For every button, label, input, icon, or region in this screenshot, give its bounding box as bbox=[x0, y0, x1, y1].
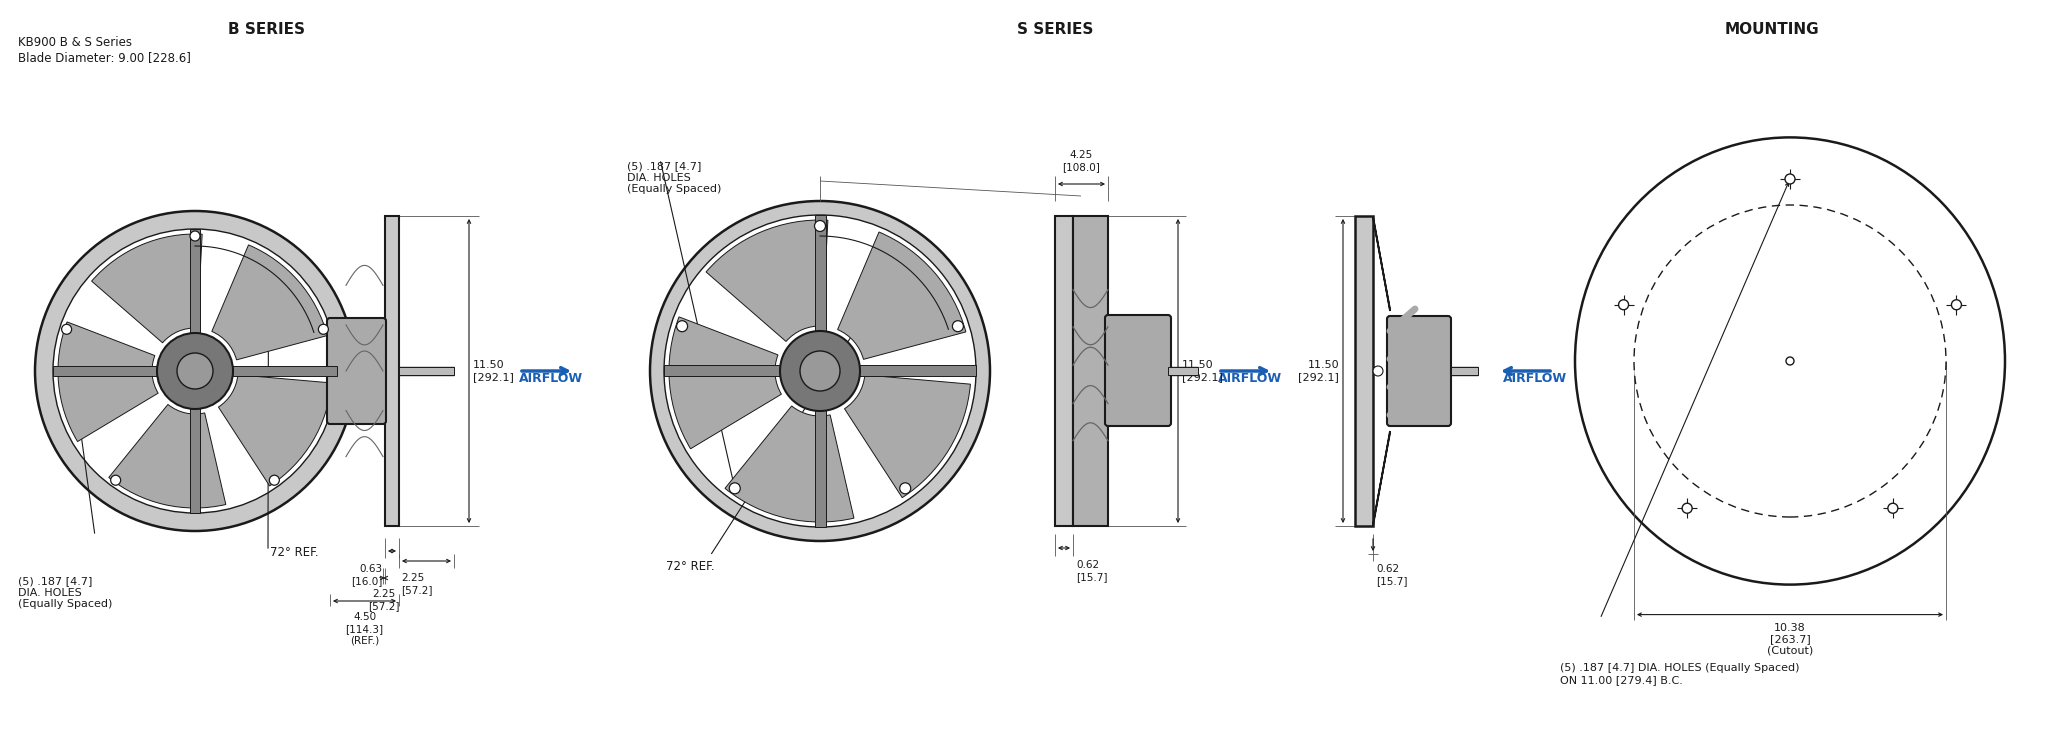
Text: 0.63
[16.0]: 0.63 [16.0] bbox=[352, 564, 383, 586]
Wedge shape bbox=[707, 220, 827, 341]
Text: 10.38
[263.7]
(Cutout): 10.38 [263.7] (Cutout) bbox=[1767, 623, 1812, 656]
Text: 2.25
[57.2]: 2.25 [57.2] bbox=[369, 589, 399, 610]
Bar bbox=[53, 366, 338, 376]
Text: MOUNTING: MOUNTING bbox=[1724, 22, 1819, 37]
Circle shape bbox=[158, 333, 233, 409]
Circle shape bbox=[780, 331, 860, 411]
Text: 11.50
[292.1]: 11.50 [292.1] bbox=[473, 360, 514, 382]
Wedge shape bbox=[670, 317, 782, 449]
Wedge shape bbox=[838, 232, 967, 360]
Circle shape bbox=[1952, 300, 1962, 310]
Polygon shape bbox=[1372, 431, 1391, 526]
Ellipse shape bbox=[53, 229, 338, 513]
Wedge shape bbox=[109, 404, 225, 508]
Ellipse shape bbox=[1575, 137, 2005, 585]
Bar bbox=[664, 365, 977, 376]
Bar bbox=[1356, 216, 1372, 526]
Text: AIRFLOW: AIRFLOW bbox=[1503, 372, 1567, 385]
Text: S SERIES: S SERIES bbox=[1016, 22, 1094, 37]
Circle shape bbox=[676, 321, 688, 332]
Circle shape bbox=[190, 231, 201, 241]
Text: 4.25
[108.0]: 4.25 [108.0] bbox=[1063, 151, 1100, 172]
Circle shape bbox=[729, 482, 739, 494]
Circle shape bbox=[1372, 366, 1382, 376]
Circle shape bbox=[801, 351, 840, 391]
Circle shape bbox=[1786, 174, 1794, 184]
Circle shape bbox=[317, 325, 328, 334]
Wedge shape bbox=[725, 406, 854, 522]
Bar bbox=[1450, 367, 1479, 375]
FancyBboxPatch shape bbox=[328, 318, 385, 424]
Bar bbox=[385, 216, 399, 526]
Bar bbox=[1073, 216, 1108, 526]
FancyBboxPatch shape bbox=[1386, 316, 1450, 426]
Bar bbox=[815, 215, 825, 527]
Text: 11.50
[292.1]: 11.50 [292.1] bbox=[1298, 360, 1339, 382]
Circle shape bbox=[899, 482, 911, 494]
Circle shape bbox=[1618, 300, 1628, 310]
Text: 0.62
[15.7]: 0.62 [15.7] bbox=[1075, 560, 1108, 582]
Wedge shape bbox=[92, 234, 203, 343]
Text: AIRFLOW: AIRFLOW bbox=[1219, 372, 1282, 385]
Circle shape bbox=[649, 201, 989, 541]
Circle shape bbox=[1786, 357, 1794, 365]
Polygon shape bbox=[1372, 216, 1391, 311]
Ellipse shape bbox=[35, 211, 354, 531]
Bar bbox=[1055, 216, 1073, 526]
Wedge shape bbox=[211, 245, 328, 360]
Circle shape bbox=[664, 215, 977, 527]
Bar bbox=[1167, 367, 1198, 375]
Circle shape bbox=[815, 221, 825, 232]
Text: (5) .187 [4.7] DIA. HOLES (Equally Spaced)
ON 11.00 [279.4] B.C.: (5) .187 [4.7] DIA. HOLES (Equally Space… bbox=[1561, 663, 1800, 685]
Circle shape bbox=[111, 475, 121, 485]
Text: 4.50
[114.3]
(REF.): 4.50 [114.3] (REF.) bbox=[346, 612, 383, 645]
Text: 11.50
[292.1]: 11.50 [292.1] bbox=[1182, 360, 1223, 382]
Circle shape bbox=[270, 475, 279, 485]
Text: 2.25
[57.2]: 2.25 [57.2] bbox=[401, 573, 432, 594]
FancyBboxPatch shape bbox=[1106, 315, 1171, 426]
Text: AIRFLOW: AIRFLOW bbox=[518, 372, 584, 385]
Text: 72° REF.: 72° REF. bbox=[666, 559, 715, 572]
Wedge shape bbox=[844, 375, 971, 498]
Circle shape bbox=[1888, 503, 1898, 513]
Circle shape bbox=[176, 353, 213, 389]
Text: 72° REF.: 72° REF. bbox=[270, 547, 319, 559]
Circle shape bbox=[1681, 503, 1692, 513]
Text: (5) .187 [4.7]
DIA. HOLES
(Equally Spaced): (5) .187 [4.7] DIA. HOLES (Equally Space… bbox=[18, 576, 113, 609]
Circle shape bbox=[952, 321, 963, 332]
Text: KB900 B & S Series
Blade Diameter: 9.00 [228.6]: KB900 B & S Series Blade Diameter: 9.00 … bbox=[18, 36, 190, 64]
Text: 0.62
[15.7]: 0.62 [15.7] bbox=[1376, 564, 1407, 586]
Wedge shape bbox=[57, 322, 158, 442]
Circle shape bbox=[1634, 205, 1946, 517]
Bar bbox=[190, 229, 201, 513]
Bar bbox=[399, 367, 455, 375]
Circle shape bbox=[61, 325, 72, 334]
Wedge shape bbox=[219, 375, 332, 486]
Text: (5) .187 [4.7]
DIA. HOLES
(Equally Spaced): (5) .187 [4.7] DIA. HOLES (Equally Space… bbox=[627, 161, 721, 194]
Text: B SERIES: B SERIES bbox=[227, 22, 305, 37]
